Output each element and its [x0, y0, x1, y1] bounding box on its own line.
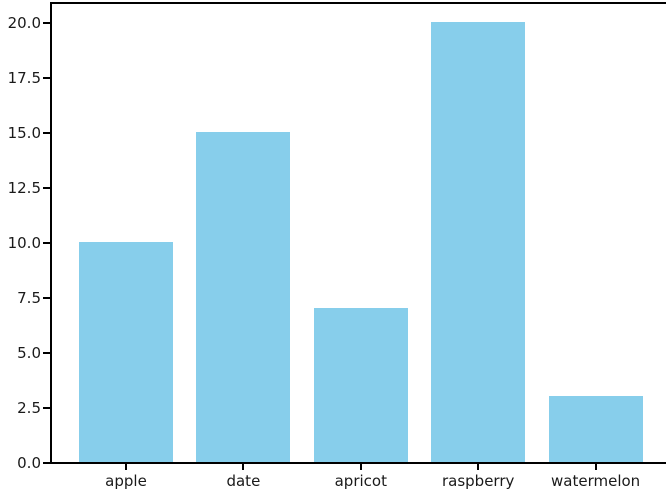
bar-date: [196, 132, 291, 462]
x-tick-apricot: [359, 464, 362, 470]
x-axis-line: [50, 462, 666, 464]
bar-watermelon: [548, 396, 643, 462]
y-tick-7.5: [43, 297, 50, 299]
y-tick-label-7.5: 7.5: [17, 289, 41, 307]
y-tick-label-17.5: 17.5: [7, 69, 41, 87]
y-tick-17.5: [43, 77, 50, 79]
bar-raspberry: [431, 22, 526, 462]
x-tick-raspberry: [477, 464, 480, 470]
y-tick-label-10.0: 10.0: [7, 234, 41, 252]
y-tick-12.5: [43, 187, 50, 189]
y-tick-0.0: [43, 462, 50, 464]
y-tick-label-12.5: 12.5: [7, 179, 41, 197]
x-tick-label-apple: apple: [105, 472, 147, 490]
y-tick-20.0: [43, 22, 50, 24]
bar-apricot: [313, 308, 408, 462]
y-tick-2.5: [43, 407, 50, 409]
x-tick-label-watermelon: watermelon: [551, 472, 641, 490]
left-spine: [50, 2, 52, 464]
y-tick-15.0: [43, 132, 50, 134]
x-tick-date: [242, 464, 245, 470]
y-tick-5.0: [43, 352, 50, 354]
x-tick-label-date: date: [226, 472, 261, 490]
y-tick-10.0: [43, 242, 50, 244]
x-tick-apple: [125, 464, 127, 470]
bar-apple: [79, 242, 173, 462]
y-tick-label-20.0: 20.0: [7, 14, 41, 32]
x-tick-label-raspberry: raspberry: [441, 472, 515, 490]
x-tick-watermelon: [594, 464, 597, 470]
y-tick-label-0.0: 0.0: [17, 454, 41, 472]
top-spine: [50, 2, 666, 4]
y-tick-label-15.0: 15.0: [7, 124, 41, 142]
y-tick-label-5.0: 5.0: [17, 344, 41, 362]
y-tick-label-2.5: 2.5: [17, 399, 41, 417]
x-tick-label-apricot: apricot: [334, 472, 387, 490]
